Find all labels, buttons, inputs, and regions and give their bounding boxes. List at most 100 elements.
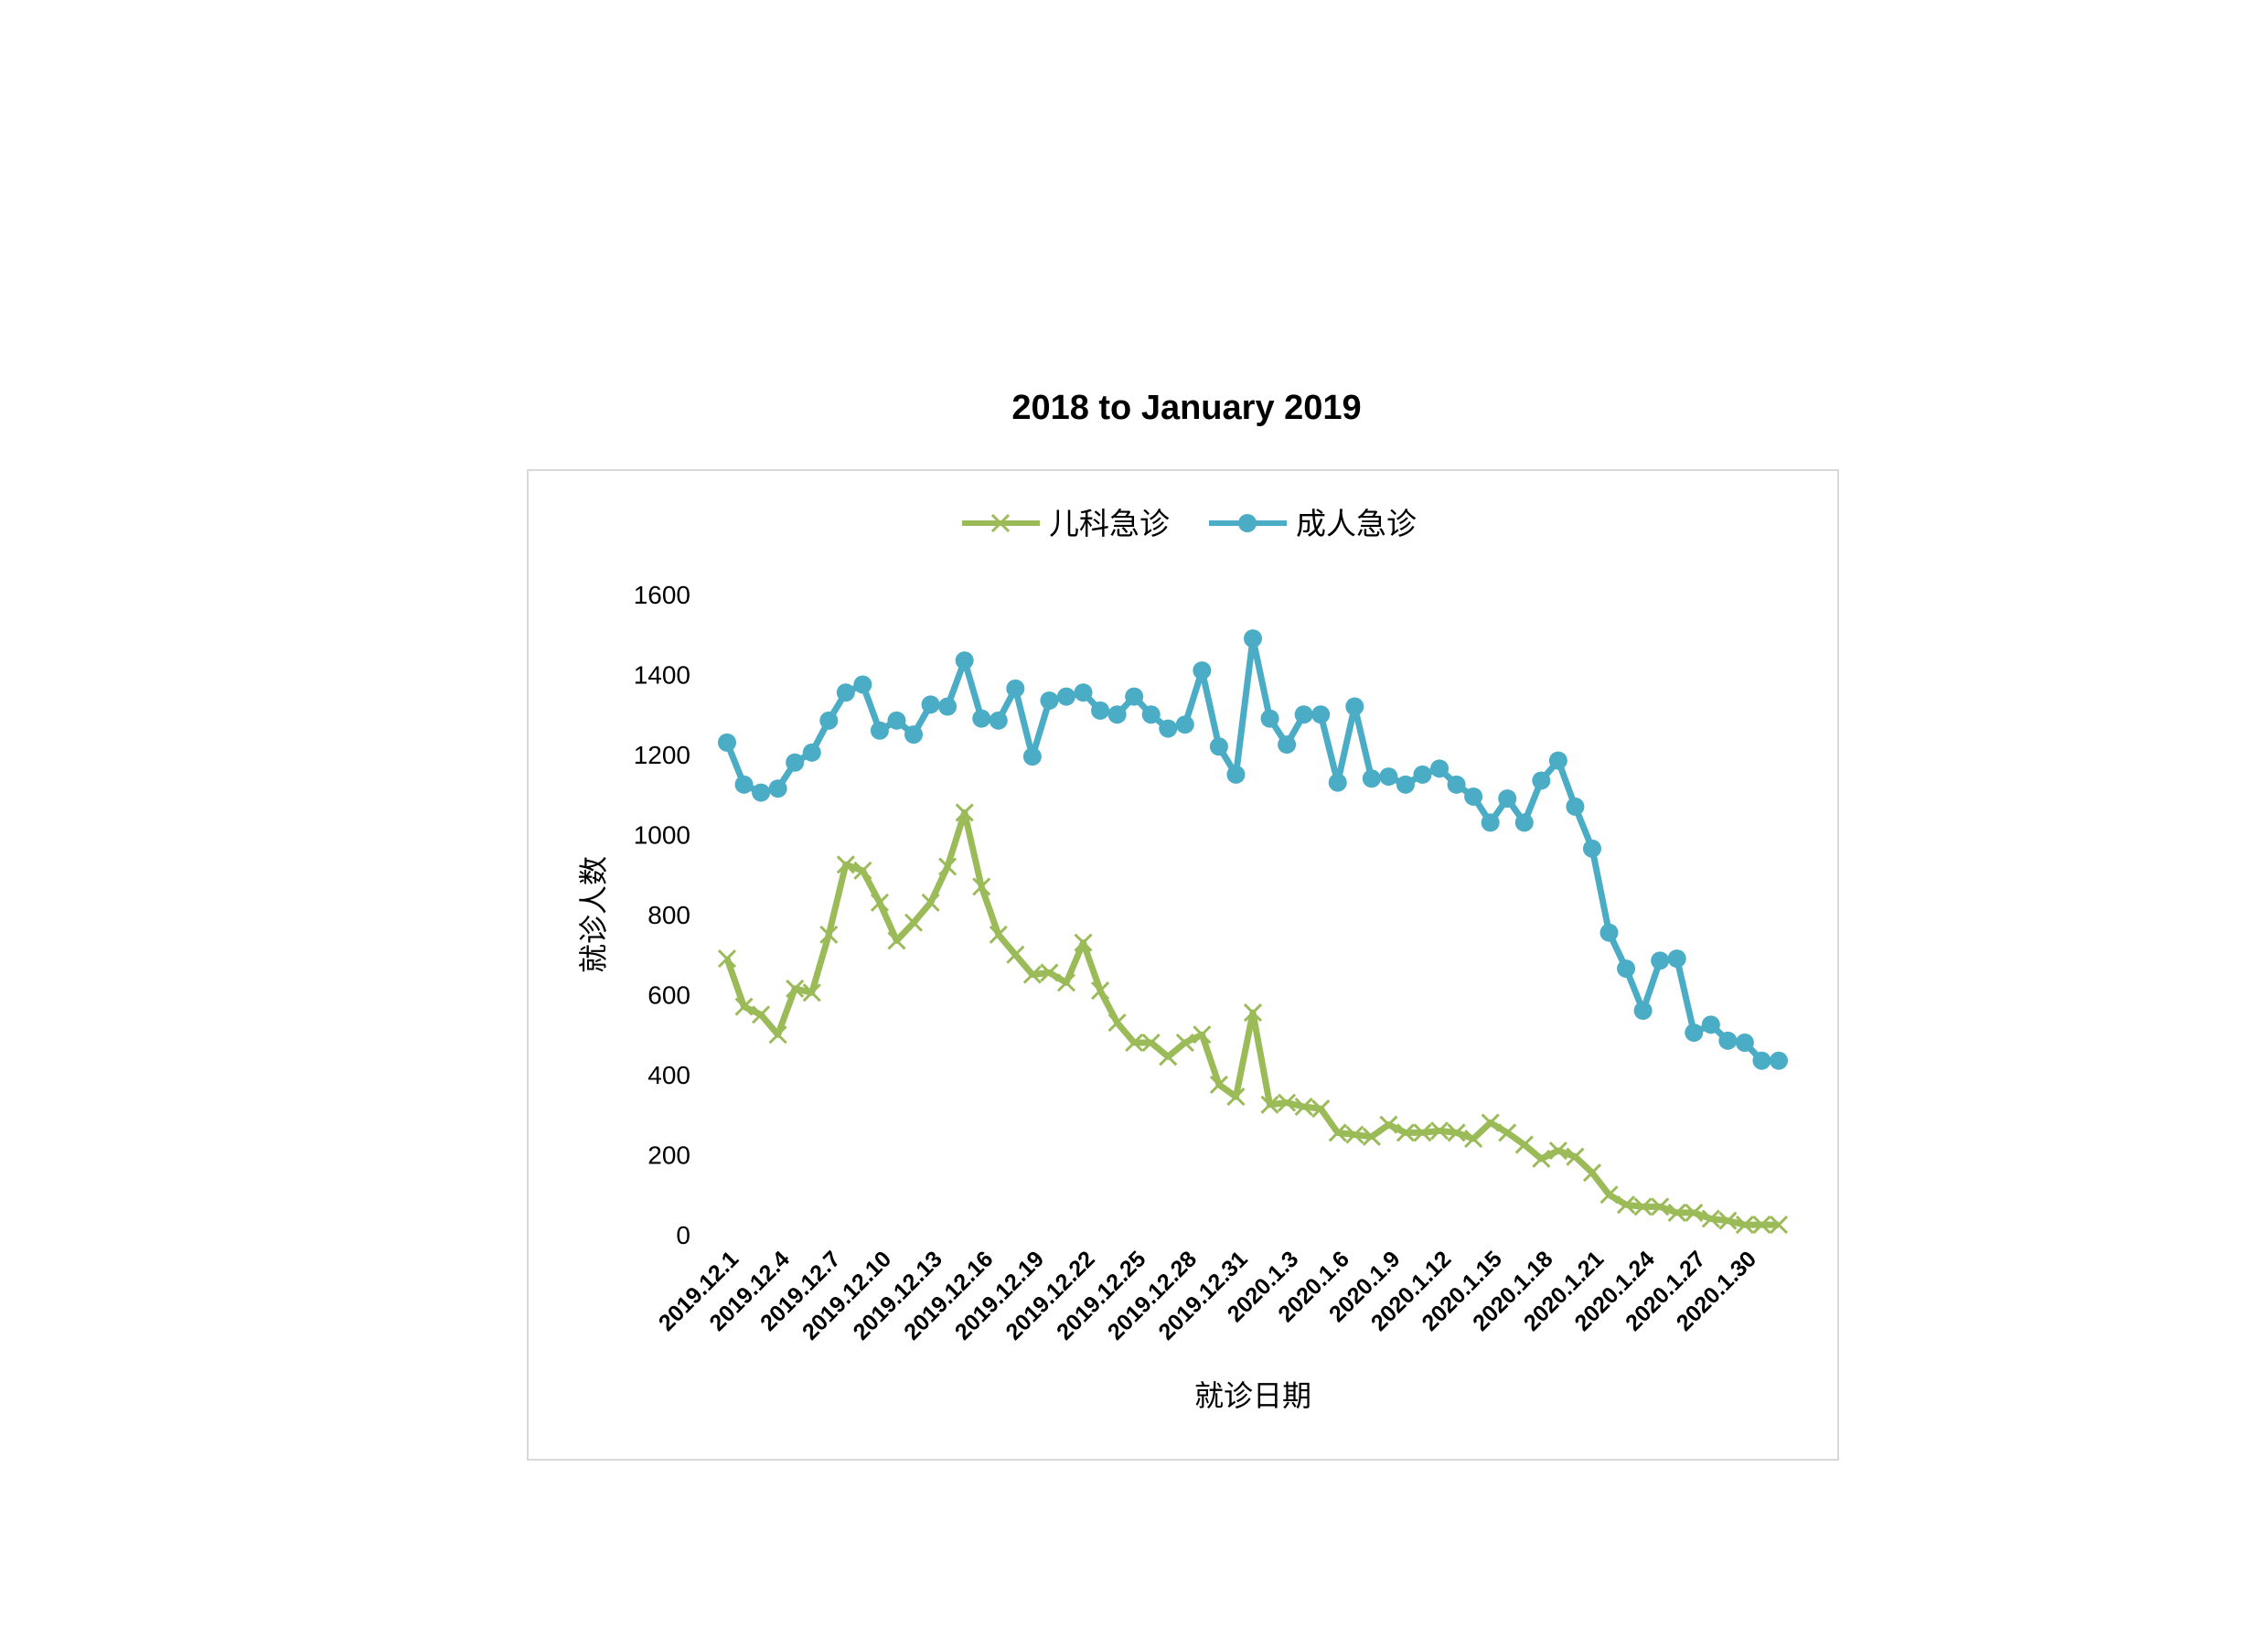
- data-point-1: [1735, 1034, 1754, 1052]
- y-tick-label: 800: [647, 901, 690, 929]
- data-point-0: [1362, 1127, 1381, 1146]
- data-point-1: [1498, 789, 1517, 809]
- data-point-1: [752, 783, 771, 802]
- data-point-0: [802, 983, 821, 1002]
- y-tick-label: 600: [647, 981, 690, 1010]
- data-point-0: [1040, 963, 1059, 982]
- data-point-0: [1718, 1211, 1738, 1230]
- data-point-1: [1667, 949, 1686, 969]
- data-point-1: [1362, 769, 1381, 788]
- data-point-1: [1617, 959, 1636, 979]
- data-point-0: [1599, 1185, 1619, 1205]
- data-point-0: [819, 925, 839, 944]
- data-point-1: [1141, 705, 1161, 724]
- data-point-1: [1107, 705, 1127, 724]
- data-point-1: [1294, 705, 1313, 724]
- data-point-1: [1701, 1015, 1720, 1034]
- data-point-1: [955, 651, 974, 670]
- data-point-1: [1056, 687, 1075, 706]
- data-point-0: [1022, 965, 1042, 984]
- data-point-0: [768, 1025, 787, 1044]
- y-axis-title: 就诊人数: [576, 856, 611, 973]
- y-tick-label: 1200: [634, 741, 690, 769]
- data-point-0: [1311, 1099, 1331, 1119]
- data-point-0: [921, 893, 940, 912]
- series-line-0: [723, 809, 1779, 1228]
- data-point-1: [1159, 719, 1178, 738]
- data-point-1: [734, 775, 754, 794]
- data-point-0: [1345, 1125, 1364, 1144]
- data-point-0: [1243, 1003, 1263, 1023]
- data-point-1: [1260, 709, 1279, 728]
- x-axis-title: 就诊日期: [1194, 1378, 1311, 1413]
- data-point-1: [1582, 839, 1601, 858]
- data-point-1: [1752, 1051, 1771, 1070]
- data-point-1: [718, 733, 736, 752]
- data-point-1: [853, 675, 872, 694]
- data-point-1: [1278, 735, 1297, 755]
- data-point-0: [1141, 1033, 1161, 1053]
- y-tick-label: 400: [647, 1061, 690, 1089]
- data-point-0: [938, 857, 957, 876]
- legend-marker-0: [990, 513, 1011, 533]
- data-point-1: [1413, 765, 1432, 784]
- data-point-1: [1125, 687, 1144, 706]
- legend-label-0: 儿科急诊: [1049, 506, 1170, 541]
- data-point-1: [1193, 661, 1212, 680]
- data-point-1: [1074, 683, 1093, 702]
- data-point-0: [1175, 1033, 1194, 1053]
- data-point-0: [1532, 1149, 1551, 1168]
- data-point-1: [1311, 705, 1331, 724]
- y-tick-label: 200: [647, 1141, 690, 1170]
- data-point-0: [989, 925, 1008, 944]
- data-point-1: [1244, 629, 1262, 648]
- data-point-1: [1770, 1051, 1788, 1070]
- data-point-0: [1090, 981, 1110, 1001]
- data-point-0: [752, 1005, 771, 1024]
- data-point-1: [768, 779, 787, 798]
- data-point-0: [1328, 1123, 1347, 1142]
- data-point-0: [786, 979, 805, 999]
- data-point-0: [904, 913, 924, 932]
- data-point-0: [1651, 1197, 1670, 1216]
- series-line-1: [723, 635, 1779, 1065]
- data-point-1: [904, 725, 924, 745]
- data-point-0: [1006, 945, 1025, 964]
- data-point-0: [1447, 1123, 1466, 1142]
- data-point-0: [1633, 1197, 1653, 1216]
- data-point-1: [972, 709, 991, 728]
- data-point-0: [1616, 1195, 1636, 1215]
- data-point-1: [989, 711, 1008, 730]
- data-point-1: [1175, 715, 1194, 734]
- data-point-0: [1769, 1215, 1789, 1235]
- data-point-1: [1718, 1031, 1738, 1050]
- y-tick-label: 1400: [634, 661, 690, 690]
- data-point-0: [734, 997, 754, 1016]
- data-point-0: [1260, 1095, 1279, 1114]
- data-point-0: [1193, 1025, 1212, 1044]
- data-point-0: [1498, 1123, 1517, 1142]
- data-point-0: [1294, 1097, 1313, 1117]
- data-point-0: [1514, 1135, 1534, 1154]
- legend-marker-1: [1238, 514, 1257, 532]
- data-point-0: [1278, 1093, 1297, 1112]
- data-point-0: [1582, 1163, 1602, 1183]
- legend-label-1: 成人急诊: [1296, 506, 1417, 541]
- data-point-0: [1735, 1215, 1754, 1235]
- data-point-1: [1685, 1023, 1704, 1043]
- data-point-1: [802, 743, 821, 762]
- data-point-0: [1379, 1115, 1398, 1134]
- data-point-1: [1091, 701, 1110, 720]
- data-point-0: [1481, 1113, 1500, 1132]
- data-point-0: [1159, 1047, 1178, 1066]
- data-point-0: [1548, 1141, 1567, 1161]
- data-point-0: [1056, 973, 1076, 992]
- data-point-1: [921, 695, 940, 714]
- data-point-1: [887, 711, 906, 730]
- data-point-1: [836, 683, 855, 702]
- data-point-0: [853, 861, 872, 880]
- data-point-0: [870, 893, 889, 912]
- data-point-0: [972, 877, 991, 896]
- chart-title: 2018 to January 2019: [1011, 389, 1362, 427]
